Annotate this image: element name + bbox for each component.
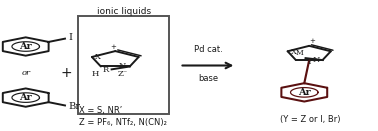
Text: Br: Br bbox=[68, 102, 80, 111]
Text: Ar: Ar bbox=[19, 42, 32, 51]
Text: Pd cat.: Pd cat. bbox=[194, 45, 222, 54]
Text: Z = PF₆, NTf₂, N(CN)₂: Z = PF₆, NTf₂, N(CN)₂ bbox=[79, 118, 167, 127]
Text: Z⁻: Z⁻ bbox=[118, 70, 128, 78]
Text: Y⁻: Y⁻ bbox=[307, 58, 316, 66]
Text: Ar: Ar bbox=[19, 93, 32, 102]
Text: M: M bbox=[296, 49, 304, 58]
Text: H: H bbox=[91, 70, 99, 78]
Bar bbox=[78, 16, 169, 114]
Text: or: or bbox=[21, 69, 30, 77]
Text: I: I bbox=[68, 34, 72, 42]
Text: N: N bbox=[119, 62, 126, 70]
Text: (Y = Z or I, Br): (Y = Z or I, Br) bbox=[280, 115, 340, 124]
Text: +: + bbox=[60, 66, 72, 80]
Text: X: X bbox=[291, 48, 297, 56]
Text: R: R bbox=[103, 66, 109, 74]
Text: +: + bbox=[309, 38, 315, 44]
Text: Ar: Ar bbox=[298, 88, 311, 97]
Text: N: N bbox=[312, 56, 319, 64]
Text: ionic liquids: ionic liquids bbox=[96, 7, 151, 16]
Text: +: + bbox=[110, 43, 116, 50]
Text: base: base bbox=[198, 74, 218, 83]
Text: X = S, NR’: X = S, NR’ bbox=[79, 106, 122, 115]
Text: X: X bbox=[95, 53, 101, 61]
